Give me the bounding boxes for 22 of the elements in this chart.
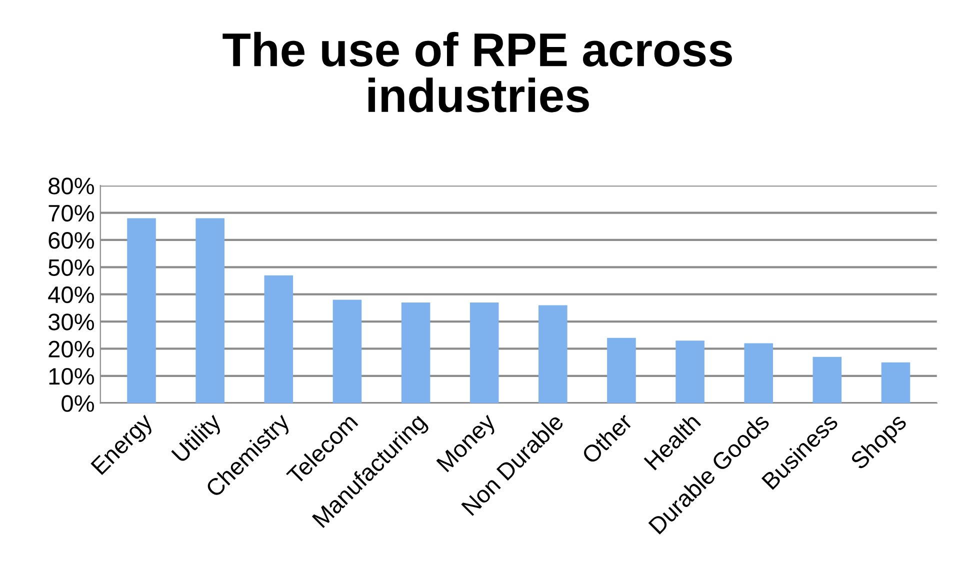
bar [196,218,224,404]
y-tick-label: 50% [48,259,94,276]
bar [401,302,430,404]
y-tick-label: 70% [48,204,94,222]
bar [538,305,568,404]
y-tick-label: 10% [49,368,94,385]
bar [607,338,636,404]
bar [332,300,362,404]
bar [676,340,704,404]
bar [812,356,842,404]
y-tick-label: 40% [48,286,94,304]
y-tick-label: 60% [48,232,94,249]
y-tick-label: 30% [48,314,94,330]
y-tick-label: 20% [48,340,94,358]
y-tick-label: 0% [62,395,94,412]
bar [744,343,774,404]
bar [470,302,499,404]
chart-title: The use of RPE across industries [222,32,732,112]
bar [881,362,910,404]
bar [264,275,294,404]
y-tick-label: 80% [48,178,94,194]
bar [127,218,156,404]
